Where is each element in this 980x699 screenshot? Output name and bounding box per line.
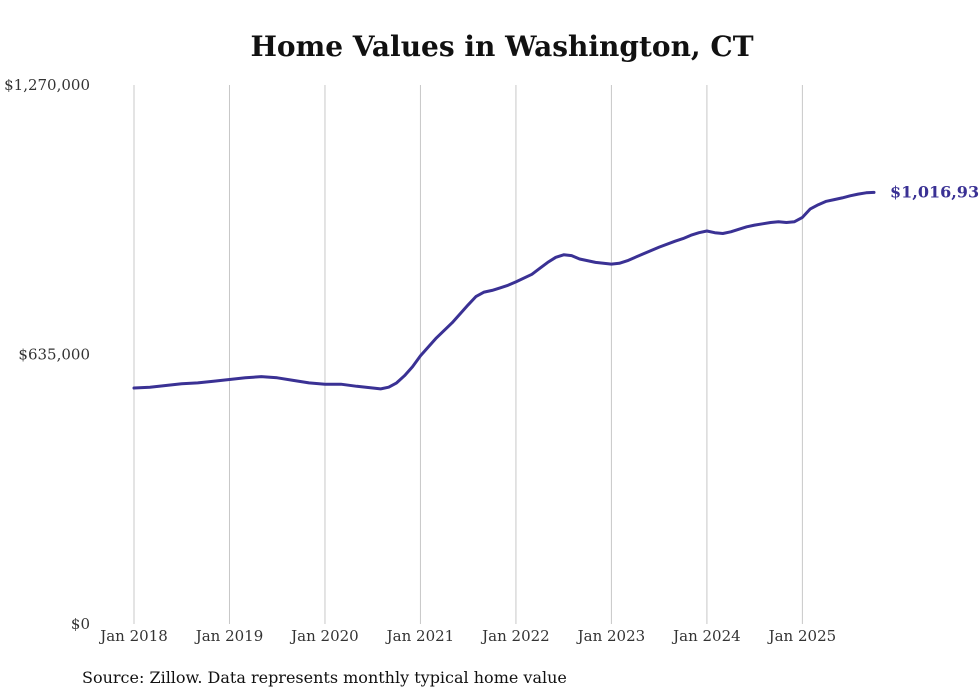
x-tick-label: Jan 2019: [194, 627, 264, 645]
x-tick-label: Jan 2022: [480, 627, 550, 645]
series-line: [132, 190, 876, 391]
annotations: $1,016,933: [890, 182, 980, 201]
x-tick-label: Jan 2025: [767, 627, 837, 645]
y-axis-ticks: $0 $635,000 $1,270,000: [4, 76, 90, 633]
series-layer: [132, 190, 876, 391]
y-tick-label: $1,270,000: [4, 76, 90, 94]
x-tick-label: Jan 2018: [98, 627, 168, 645]
chart-title: Home Values in Washington, CT: [250, 30, 754, 63]
x-axis-ticks: Jan 2018 Jan 2019 Jan 2020 Jan 2021 Jan 2022…: [98, 627, 836, 645]
y-tick-label: $635,000: [18, 346, 90, 364]
grid-lines: [133, 85, 803, 624]
x-tick-label: Jan 2020: [289, 627, 359, 645]
x-tick-label: Jan 2024: [671, 627, 741, 645]
source-note: Source: Zillow. Data represents monthly …: [82, 668, 567, 687]
last-value-label: $1,016,933: [890, 182, 980, 201]
x-tick-label: Jan 2021: [385, 627, 455, 645]
x-tick-label: Jan 2023: [576, 627, 646, 645]
y-tick-label: $0: [71, 615, 90, 633]
